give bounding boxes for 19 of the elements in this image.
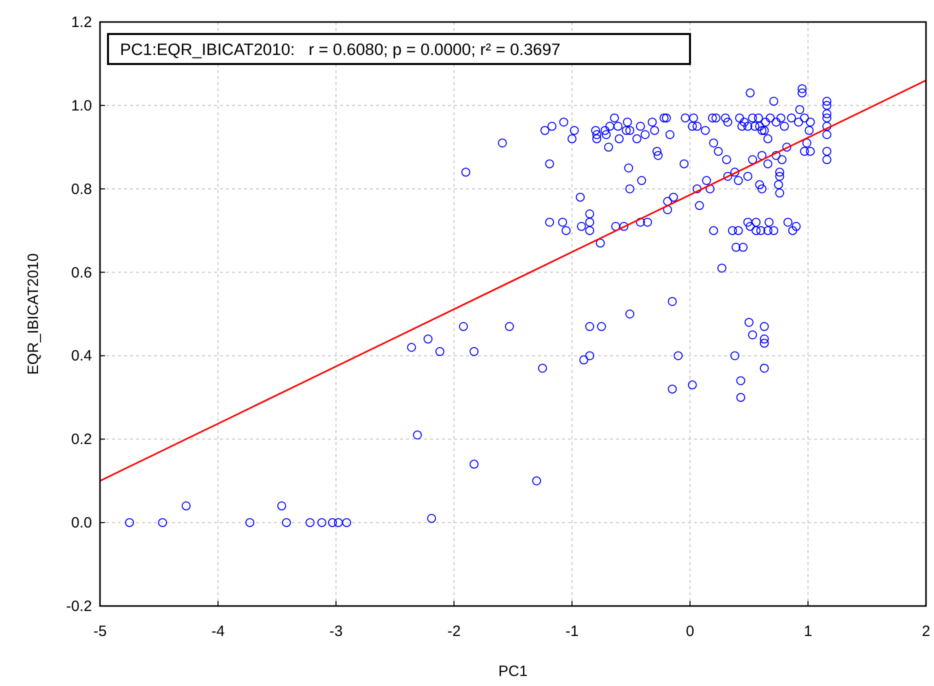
- x-tick-label: 0: [686, 623, 694, 640]
- x-tick-label: -3: [329, 623, 343, 640]
- x-tick-label: 2: [922, 623, 930, 640]
- x-tick-label: -2: [447, 623, 461, 640]
- x-tick-label: -5: [93, 623, 107, 640]
- x-axis-title: PC1: [498, 663, 528, 680]
- y-tick-label: 0.6: [71, 264, 92, 282]
- y-axis-title: EQR_IBICAT2010: [25, 253, 42, 375]
- y-tick-label: -0.2: [66, 598, 92, 615]
- x-tick-label: -4: [211, 623, 225, 640]
- y-tick-label: 0.2: [71, 431, 92, 448]
- x-tick-label: 1: [804, 623, 812, 640]
- y-tick-label: 0.4: [71, 348, 92, 365]
- y-tick-label: 1.0: [71, 97, 92, 114]
- annotation: PC1:EQR_IBICAT2010: r = 0.6080; p = 0.0000; r² = 0.3697: [120, 41, 560, 59]
- y-tick-label: 1.2: [71, 14, 92, 31]
- x-tick-label: -1: [565, 623, 579, 640]
- y-tick-label: 0.0: [71, 514, 92, 532]
- y-tick-label: 0.8: [71, 180, 92, 198]
